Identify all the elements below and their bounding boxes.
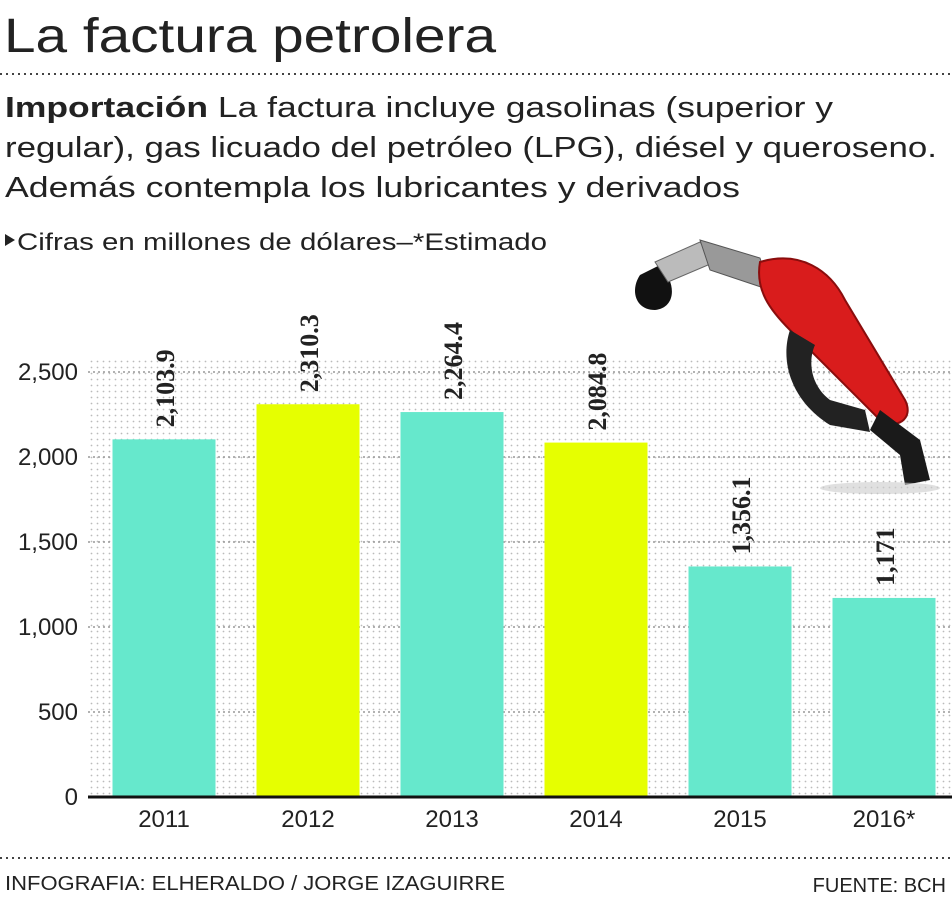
- note: Cifras en millones de dólares–*Estimado: [17, 229, 547, 256]
- y-tick-label: 0: [65, 784, 78, 811]
- bar: [688, 566, 792, 797]
- value-label: 2,264.4: [439, 322, 468, 400]
- y-tick-label: 2,500: [18, 359, 78, 386]
- bar: [400, 412, 504, 797]
- value-label: 2,103.9: [151, 349, 180, 427]
- credit: INFOGRAFIA: ELHERALDO / JORGE IZAGUIRRE: [5, 873, 505, 895]
- source: FUENTE: BCH: [813, 875, 946, 897]
- x-tick-label: 2015: [713, 806, 766, 833]
- x-tick-label: 2012: [281, 806, 334, 833]
- subtitle: Importación La factura incluye gasolinas…: [5, 92, 834, 124]
- value-label: 1,356.1: [727, 476, 756, 554]
- grid-area: [88, 360, 952, 797]
- subtitle-line: regular), gas licuado del petróleo (LPG)…: [5, 132, 937, 164]
- y-tick-label: 500: [38, 699, 78, 726]
- chart-title: La factura petrolera: [4, 10, 496, 63]
- bar: [112, 439, 216, 797]
- y-tick-label: 2,000: [18, 444, 78, 471]
- value-label: 2,084.8: [583, 353, 612, 431]
- value-label: 1,171: [871, 527, 900, 586]
- bar: [256, 404, 360, 797]
- x-tick-label: 2011: [138, 806, 190, 833]
- value-label: 2,310.3: [295, 314, 324, 392]
- x-tick-label: 2014: [569, 806, 622, 833]
- subtitle-line: Además contempla los lubricantes y deriv…: [5, 172, 740, 204]
- x-tick-label: 2013: [425, 806, 478, 833]
- bar: [544, 442, 648, 797]
- y-tick-label: 1,500: [18, 529, 78, 556]
- note-arrow: [5, 234, 15, 246]
- pump-icon: [635, 239, 940, 494]
- x-tick-label: 2016*: [853, 806, 916, 833]
- subtitle-line: La factura incluye gasolinas (superior y: [218, 92, 834, 124]
- bar: [832, 597, 936, 797]
- subtitle-lead: Importación: [5, 92, 208, 124]
- y-tick-label: 1,000: [18, 614, 78, 641]
